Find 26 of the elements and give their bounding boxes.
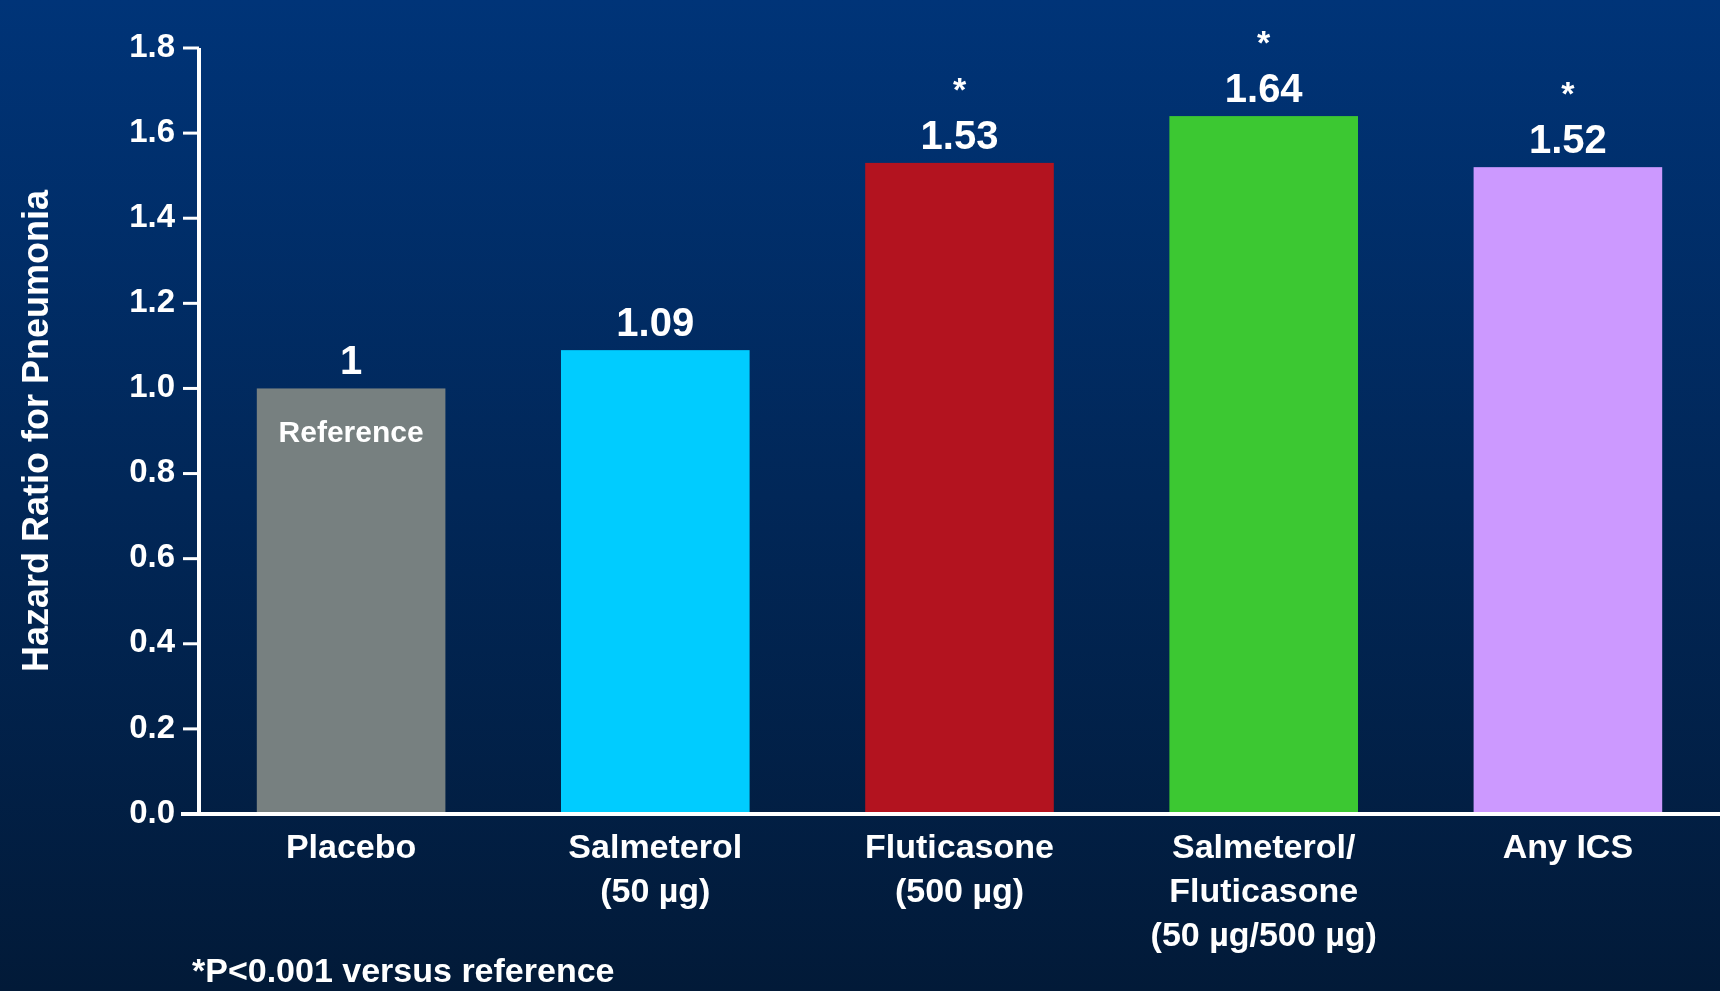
y-tick-label: 1.2	[129, 282, 175, 320]
y-tick-label: 0.6	[129, 537, 175, 575]
annotation: *	[1561, 74, 1576, 113]
annotation: *	[952, 69, 967, 108]
y-tick-label: 0.4	[129, 622, 176, 660]
data-label: 1.53	[920, 112, 999, 157]
x-tick-label: Salmeterol/ Fluticasone (50 µg/500 µg)	[1150, 827, 1377, 953]
y-tick-label: 1.6	[129, 111, 175, 149]
y-tick-label: 0.0	[129, 792, 175, 830]
y-tick-label: 0.2	[129, 707, 175, 745]
x-tick-label: Fluticasone (500 µg)	[865, 827, 1054, 909]
x-tick-label: Any ICS	[1502, 827, 1634, 865]
y-axis-title: Hazard Ratio for Pneumonia	[15, 188, 56, 673]
data-label: 1	[339, 338, 363, 383]
y-tick-label: 0.8	[129, 452, 175, 490]
annotation: Reference	[278, 415, 424, 449]
text: *P<0.001 versus reference	[192, 951, 615, 989]
y-tick-label: 1.4	[129, 196, 176, 234]
y-tick-label: 1.0	[129, 367, 175, 405]
data-label: 1.09	[616, 300, 695, 345]
annotation: *	[1257, 23, 1272, 62]
x-tick-label: Placebo	[285, 827, 417, 865]
data-label: 1.64	[1224, 66, 1304, 111]
data-label: 1.52	[1528, 117, 1607, 162]
y-tick-label: 1.8	[129, 26, 175, 64]
x-tick-label: Salmeterol (50 µg)	[568, 827, 743, 909]
